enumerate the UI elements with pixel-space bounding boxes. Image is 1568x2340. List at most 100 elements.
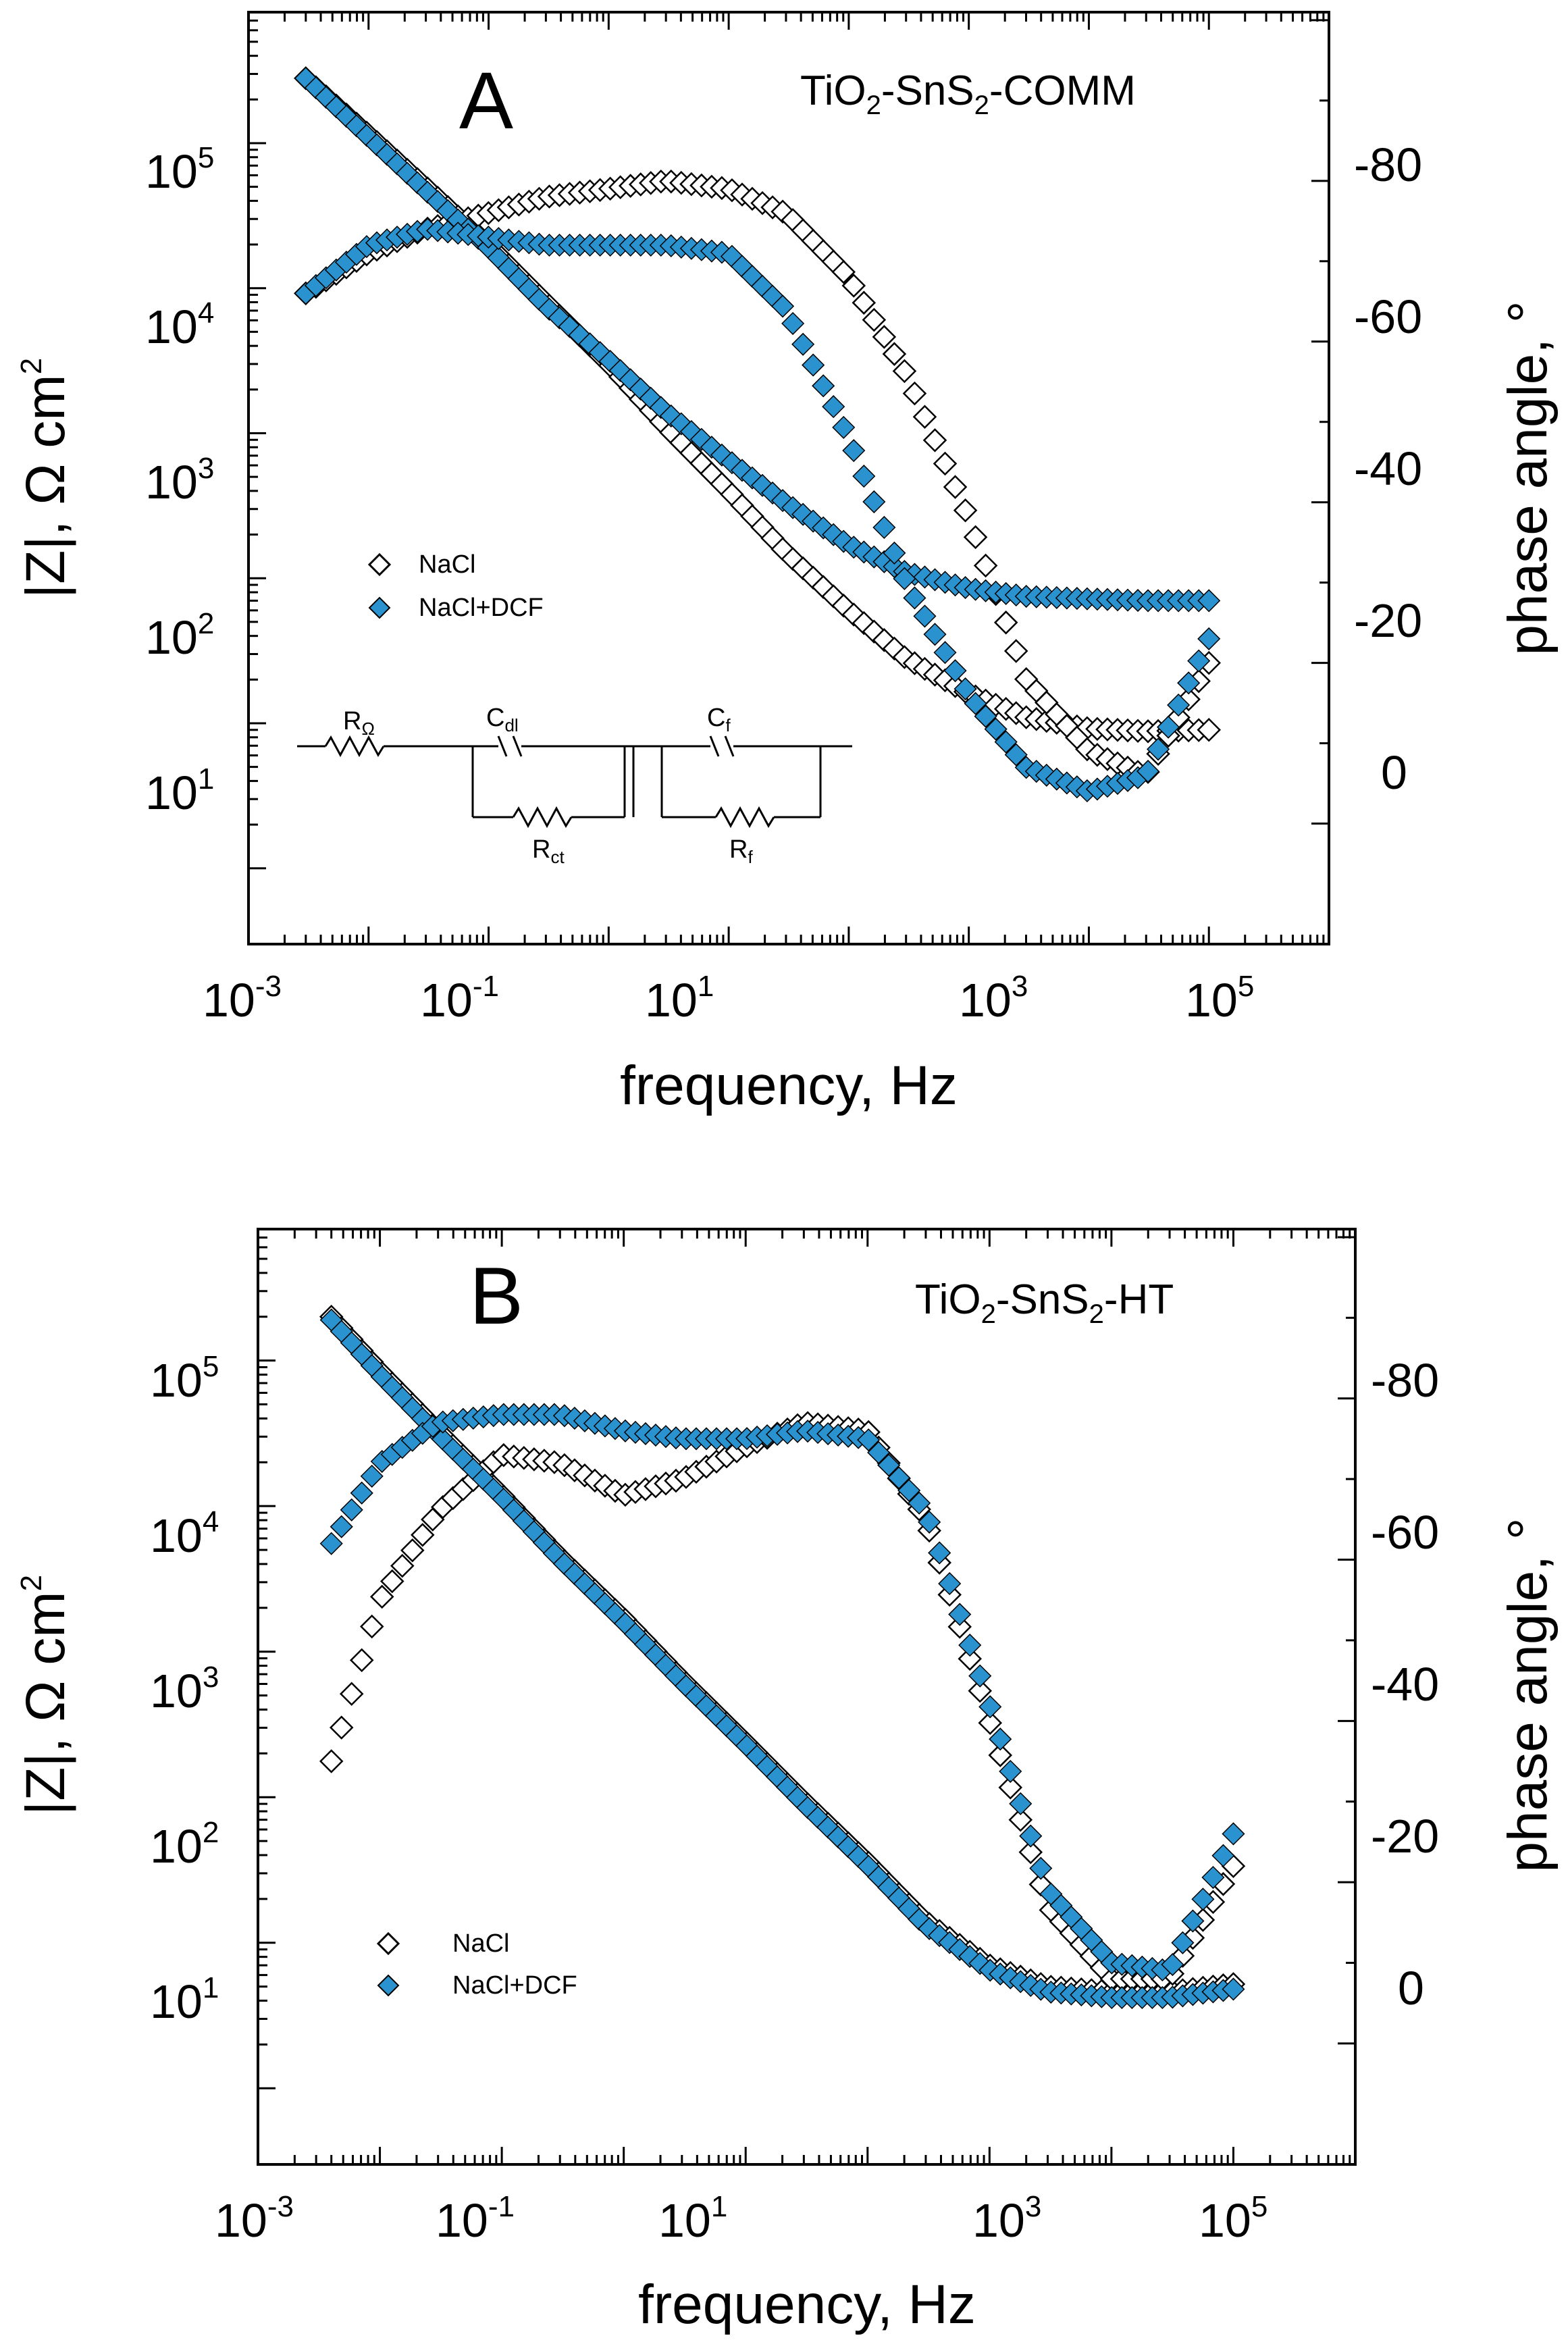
panel-letter: A <box>459 55 513 146</box>
x-tick-label: 10-3 <box>203 970 282 1026</box>
marker-nacl-phase <box>993 610 1018 635</box>
marker-nacl-dcf-phase <box>842 439 866 463</box>
left-tick-label: 104 <box>145 296 214 353</box>
marker-nacl-phase <box>831 259 856 284</box>
marker-nacl-dcf-phase <box>953 677 977 701</box>
marker-nacl-dcf-modulus <box>1222 1977 1245 2001</box>
panel-b: B TiO2-SnS2-HT 10-3 10-1 101 103 105 105… <box>15 1228 1559 2335</box>
marker-nacl-phase <box>1035 690 1059 715</box>
marker-nacl-phase <box>390 1553 415 1578</box>
right-tick-label: 0 <box>1398 1962 1424 2014</box>
circuit-labels: RΩ Cdl Rct Cf Rf <box>343 704 753 867</box>
marker-nacl-phase <box>988 1743 1013 1767</box>
x-tick-label: 10-1 <box>420 970 499 1026</box>
marker-nacl-dcf-phase <box>1222 1822 1245 1846</box>
marker-nacl-dcf-phase <box>1201 1865 1225 1890</box>
marker-nacl-phase <box>339 1682 364 1707</box>
y-axis-label-right: phase angle, ° <box>1497 301 1559 655</box>
data-marks <box>294 66 1221 803</box>
marker-nacl-phase <box>421 1507 445 1532</box>
capacitor-c-dl-plate <box>497 735 508 757</box>
right-tick-label: -80 <box>1354 138 1422 191</box>
marker-nacl-dcf-phase <box>994 730 1018 754</box>
axes <box>247 11 1330 944</box>
marker-nacl-dcf-phase <box>999 1759 1022 1784</box>
marker-nacl-dcf-phase <box>918 1510 941 1534</box>
left-tick-label: 102 <box>150 1816 219 1873</box>
legend-label-dcf: NaCl+DCF <box>419 594 544 622</box>
legend: NaCl NaCl+DCF <box>367 550 544 622</box>
marker-nacl-dcf-phase <box>943 659 967 683</box>
marker-nacl-phase <box>369 1584 394 1609</box>
marker-nacl-phase <box>319 1749 344 1773</box>
marker-nacl-dcf-phase <box>350 1481 373 1505</box>
marker-nacl-dcf-phase <box>1019 1824 1043 1848</box>
circuit-label-c-dl: Cdl <box>486 704 519 735</box>
plot-frame <box>247 11 1330 945</box>
x-tick-labels: 10-3 10-1 101 103 105 <box>215 2190 1268 2247</box>
capacitor-c-f-plate <box>709 735 720 757</box>
marker-nacl-dcf-phase <box>360 1464 384 1488</box>
left-tick-label: 101 <box>150 1971 219 2028</box>
marker-nacl-dcf-phase <box>938 1571 962 1596</box>
left-tick-labels: 105 104 103 102 101 <box>145 141 214 819</box>
marker-nacl-dcf-phase <box>852 465 876 488</box>
y-axis-label-left: |Z|, Ω cm2 <box>15 358 76 598</box>
circuit-label-r-f: Rf <box>729 835 753 867</box>
marker-nacl-dcf-phase <box>877 1453 901 1477</box>
x-tick-label: 101 <box>645 970 714 1026</box>
legend-label-nacl: NaCl <box>452 1929 509 1958</box>
marker-nacl-dcf-phase <box>1181 1909 1205 1933</box>
left-tick-label: 101 <box>145 762 214 819</box>
panel-a: A TiO2-SnS2-COMM 10-3 10-1 101 103 105 1… <box>15 11 1559 1116</box>
marker-nacl-dcf-phase <box>812 374 835 398</box>
marker-nacl-dcf-phase <box>933 641 957 665</box>
x-tick-label: 103 <box>972 2190 1041 2247</box>
marker-nacl-dcf-modulus <box>330 1320 353 1343</box>
left-tick-label: 102 <box>145 607 214 664</box>
marker-nacl-dcf-phase <box>1060 1905 1083 1929</box>
marker-nacl-dcf-phase <box>822 395 845 419</box>
marker-nacl-dcf-phase <box>1171 1931 1195 1954</box>
sample-label: TiO2-SnS2-HT <box>915 1276 1174 1329</box>
legend: NaCl NaCl+DCF <box>376 1929 577 2000</box>
right-tick-label: -60 <box>1371 1506 1439 1559</box>
marker-nacl-phase <box>973 553 998 578</box>
marker-nacl-dcf-phase <box>1197 627 1221 650</box>
marker-nacl-dcf-phase <box>872 515 896 540</box>
marker-nacl-phase <box>882 342 907 366</box>
right-tick-labels: -80 -60 -40 -20 0 <box>1371 1354 1439 2014</box>
left-tick-label: 103 <box>145 452 214 509</box>
marker-nacl-dcf-phase <box>974 704 997 728</box>
marker-nacl-dcf-phase <box>857 1428 881 1452</box>
left-tick-label: 103 <box>150 1661 219 1717</box>
marker-nacl-phase <box>953 498 978 523</box>
marker-nacl-dcf-phase <box>781 311 805 336</box>
marker-nacl-dcf-modulus <box>1197 589 1221 613</box>
legend-label-nacl: NaCl <box>419 550 475 579</box>
resistor-r-omega <box>324 735 385 758</box>
marker-nacl-phase <box>349 1648 374 1673</box>
sample-label: TiO2-SnS2-COMM <box>800 68 1136 120</box>
right-tick-label: -20 <box>1371 1810 1439 1863</box>
x-axis-label: frequency, Hz <box>620 1055 958 1116</box>
marker-nacl-phase <box>998 1775 1023 1800</box>
marker-nacl-phase <box>1014 667 1039 692</box>
marker-nacl-dcf-phase <box>964 692 987 715</box>
marker-nacl-phase <box>862 307 887 332</box>
marker-nacl-dcf-phase <box>883 541 906 565</box>
marker-nacl-dcf-phase <box>340 1498 363 1522</box>
x-tick-label: 105 <box>1199 2190 1268 2247</box>
y-axis-label-right: phase angle, ° <box>1497 1517 1559 1872</box>
marker-nacl-phase <box>400 1538 425 1563</box>
marker-nacl-dcf-phase <box>319 1532 343 1555</box>
marker-nacl-dcf-phase <box>989 1727 1012 1751</box>
marker-nacl-dcf-phase <box>897 1478 921 1503</box>
marker-nacl-phase <box>892 359 917 384</box>
marker-nacl-dcf-phase <box>1187 649 1211 673</box>
data-marks <box>319 1304 1246 2010</box>
marker-nacl-phase <box>1045 702 1069 727</box>
marker-nacl-dcf-modulus <box>340 1331 363 1355</box>
resistor-r-ct <box>512 806 573 829</box>
